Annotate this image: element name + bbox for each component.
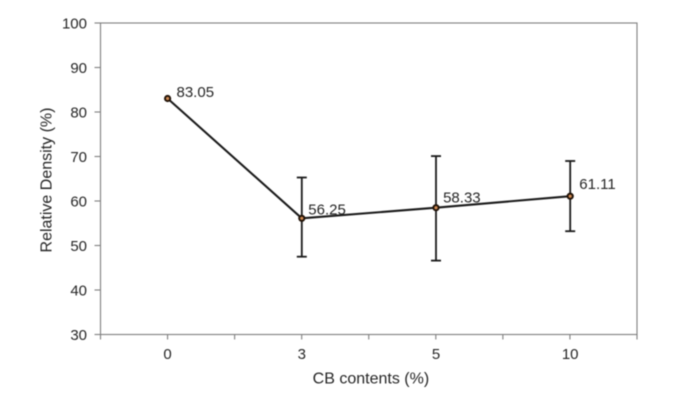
svg-text:61.11: 61.11	[579, 176, 615, 193]
svg-text:56.25: 56.25	[308, 202, 346, 219]
svg-text:50: 50	[70, 238, 87, 255]
svg-text:5: 5	[432, 346, 440, 363]
svg-text:58.33: 58.33	[443, 190, 481, 207]
svg-text:10: 10	[562, 346, 579, 363]
svg-text:0: 0	[163, 346, 171, 363]
svg-text:3: 3	[298, 346, 306, 363]
svg-text:CB contents (%): CB contents (%)	[313, 371, 429, 388]
svg-text:70: 70	[70, 149, 87, 166]
svg-text:80: 80	[70, 104, 87, 121]
svg-text:100: 100	[62, 15, 87, 32]
svg-text:Relative Density (%): Relative Density (%)	[38, 108, 55, 253]
svg-text:90: 90	[70, 60, 87, 77]
svg-text:83.05: 83.05	[177, 84, 215, 101]
svg-text:60: 60	[70, 193, 87, 210]
svg-text:40: 40	[70, 282, 87, 299]
svg-text:30: 30	[70, 327, 87, 344]
